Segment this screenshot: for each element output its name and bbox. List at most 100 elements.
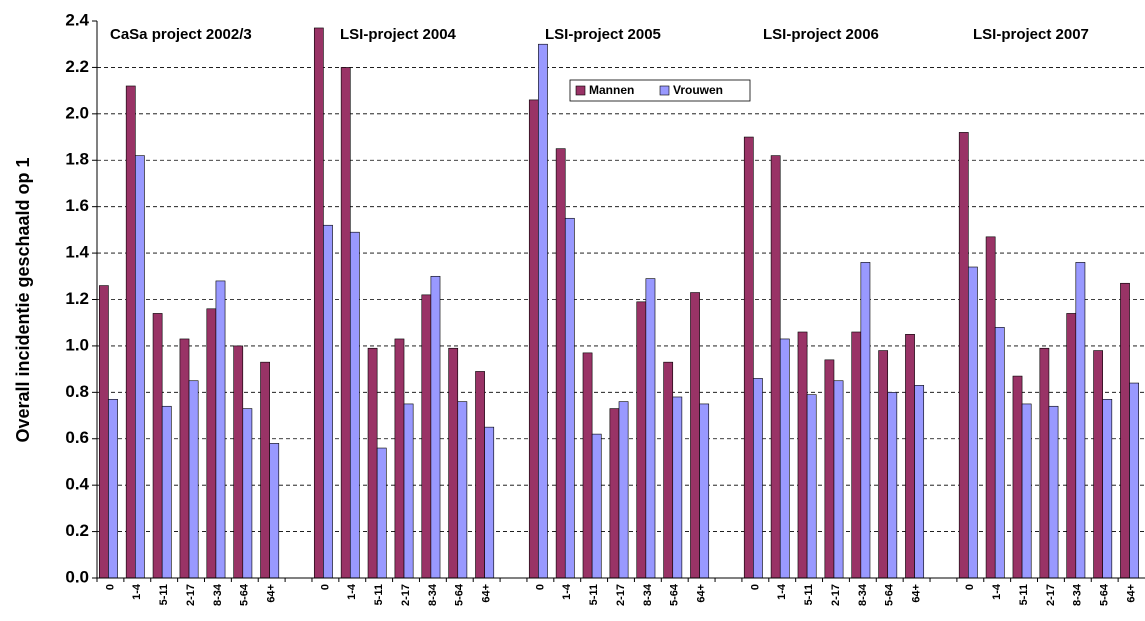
bar: [806, 394, 817, 579]
y-tick-label: 2.2: [65, 57, 89, 76]
bar: [215, 280, 226, 579]
legend-swatch: [575, 85, 586, 96]
x-tick-label: 5-11: [158, 584, 170, 605]
bar: [797, 331, 808, 579]
bar: [1066, 313, 1077, 579]
bar: [1012, 375, 1023, 579]
bar: [743, 136, 754, 579]
x-tick-label: 1-4: [346, 583, 358, 600]
bar: [475, 371, 485, 579]
bar: [233, 345, 244, 579]
bar: [1021, 403, 1032, 579]
bar: [323, 224, 333, 579]
bar: [206, 308, 217, 579]
x-tick-label: 0: [319, 584, 331, 590]
annotation: LSI-project 2006: [763, 26, 879, 43]
x-tick-label: 8-34: [1072, 583, 1084, 606]
bar: [421, 294, 432, 579]
bar: [833, 380, 844, 579]
bar: [609, 408, 620, 579]
bar: [188, 380, 199, 579]
bar: [824, 359, 835, 579]
bar: [313, 27, 324, 579]
x-tick-label: 5-64: [884, 583, 896, 606]
bar: [618, 401, 629, 579]
bar: [1102, 398, 1113, 579]
y-axis-label: Overall incidentie geschaald op 1: [13, 157, 33, 442]
bar: [376, 447, 387, 579]
bar: [851, 331, 862, 579]
y-tick-label: 1.6: [65, 196, 89, 215]
legend-swatch: [659, 85, 670, 96]
bar: [636, 301, 647, 579]
bar: [1039, 347, 1050, 579]
bar: [403, 403, 414, 579]
bar: [690, 292, 700, 579]
legend-label: Vrouwen: [673, 83, 723, 97]
bar: [958, 132, 969, 579]
x-tick-label: 5-64: [1099, 583, 1111, 606]
x-tick-label: 64+: [481, 584, 493, 603]
bar: [394, 338, 405, 579]
y-tick-label: 0.2: [65, 521, 89, 540]
x-tick-label: 5-11: [1018, 584, 1030, 605]
annotation: LSI-project 2007: [973, 26, 1089, 43]
x-tick-label: 2-17: [830, 584, 842, 606]
x-tick-label: 8-34: [642, 583, 654, 606]
legend-label: Mannen: [589, 83, 634, 97]
x-tick-label: 5-11: [803, 584, 815, 605]
bar: [968, 266, 978, 579]
x-tick-label: 5-11: [373, 584, 385, 605]
bar: [179, 338, 190, 579]
x-tick-label: 8-34: [427, 583, 439, 606]
y-tick-label: 0.0: [65, 567, 89, 586]
bar: [98, 285, 109, 579]
x-tick-label: 64+: [266, 584, 278, 603]
x-tick-label: 0: [749, 584, 761, 590]
x-tick-label: 5-64: [239, 583, 251, 606]
bar: [985, 236, 996, 579]
bar: [528, 99, 539, 579]
y-tick-label: 1.4: [65, 243, 89, 262]
bar: [663, 361, 674, 579]
bar: [457, 401, 468, 579]
bar: [538, 43, 548, 579]
bar: [753, 378, 763, 579]
x-tick-label: 1-4: [776, 583, 788, 600]
bar: [125, 85, 136, 579]
bar: [161, 405, 172, 579]
y-tick-label: 1.0: [65, 335, 89, 354]
annotation: LSI-project 2005: [545, 26, 661, 43]
bar: [1093, 350, 1103, 579]
annotation: LSI-project 2004: [340, 26, 457, 43]
x-tick-label: 2-17: [1045, 584, 1057, 606]
x-tick-label: 0: [104, 584, 116, 590]
y-tick-label: 1.8: [65, 150, 89, 169]
y-tick-label: 1.2: [65, 289, 89, 308]
x-tick-label: 8-34: [857, 583, 869, 606]
x-tick-label: 2-17: [400, 584, 412, 606]
bar: [242, 408, 253, 579]
bar: [914, 385, 925, 579]
bar: [1048, 405, 1059, 579]
bar: [564, 217, 575, 579]
y-tick-label: 0.8: [65, 382, 89, 401]
x-tick-label: 2-17: [615, 584, 627, 606]
x-tick-label: 0: [534, 584, 546, 590]
y-tick-label: 0.6: [65, 428, 89, 447]
bar: [672, 396, 683, 579]
bar: [582, 352, 593, 579]
bar: [1120, 282, 1130, 579]
bar: [699, 403, 710, 579]
y-tick-label: 2.4: [65, 10, 89, 29]
bar: [448, 347, 459, 579]
x-tick-label: 64+: [696, 584, 708, 603]
annotation: CaSa project 2002/3: [110, 26, 252, 43]
x-tick-label: 1-4: [131, 583, 143, 600]
x-tick-label: 0: [964, 584, 976, 590]
x-tick-label: 1-4: [991, 583, 1003, 600]
bar: [905, 334, 915, 579]
x-tick-label: 8-34: [212, 583, 224, 606]
x-tick-label: 64+: [910, 584, 922, 603]
bar: [591, 433, 602, 579]
